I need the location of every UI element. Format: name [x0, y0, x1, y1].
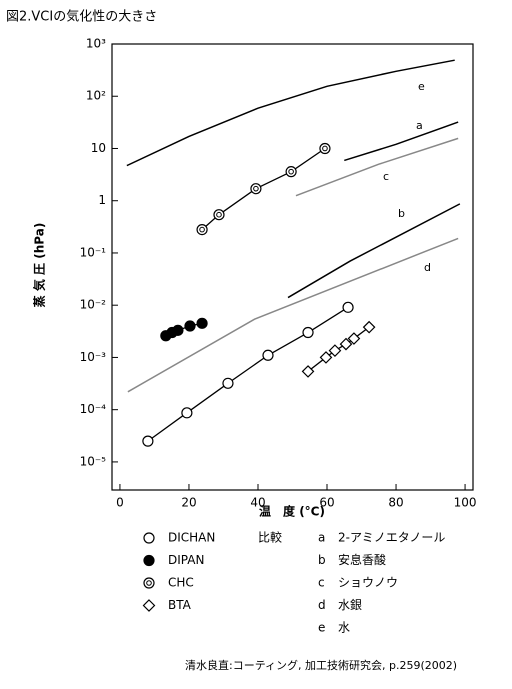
y-tick-label: 10⁻³ [80, 350, 107, 364]
legend-key: b [318, 553, 326, 567]
legend-label: 安息香酸 [338, 552, 386, 567]
data-point [319, 142, 331, 155]
x-tick-label: 80 [388, 496, 403, 510]
y-tick-label: 1 [98, 193, 106, 207]
legend-key: a [318, 531, 325, 545]
data-point [181, 407, 193, 419]
data-point [142, 435, 154, 447]
legend-key: e [318, 621, 325, 635]
y-axis-label: 蒸 気 圧 (hPa) [32, 223, 47, 308]
data-point [362, 320, 376, 334]
data-point [250, 183, 262, 195]
data-point [196, 223, 208, 236]
legend-label: ショウノウ [338, 576, 398, 590]
legend-key: d [318, 598, 326, 612]
data-point [222, 377, 234, 389]
data-point [347, 332, 361, 345]
data-point [342, 301, 354, 313]
data-point [184, 320, 196, 332]
data-point [196, 317, 208, 329]
x-tick-label: 40 [250, 496, 265, 510]
y-tick-label: 10⁻⁴ [80, 402, 107, 416]
series-line [147, 306, 349, 442]
series-line [126, 59, 455, 167]
series-line [295, 137, 459, 197]
data-point [339, 337, 353, 351]
legend-marker [143, 577, 155, 589]
legend-label: CHC [168, 576, 194, 590]
data-point-inner [253, 185, 259, 192]
y-tick-label: 10 [91, 141, 106, 155]
y-tick-label: 10³ [86, 37, 106, 51]
data-point [328, 344, 342, 357]
source-note: 清水良直:コーティング, 加工技術研究会, p.259(2002) [185, 658, 457, 672]
data-point-inner [199, 226, 205, 233]
legend-marker-inner [146, 580, 152, 586]
legend-label: DIPAN [168, 553, 204, 567]
x-tick-label: 20 [181, 496, 196, 510]
data-point [262, 349, 274, 361]
data-point [213, 209, 225, 221]
legend-label: 水 [338, 621, 350, 635]
legend-marker [143, 554, 155, 567]
curve-label: e [418, 80, 425, 93]
legend-marker [142, 599, 156, 612]
curve-label: b [398, 207, 405, 220]
y-tick-label: 10⁻⁵ [80, 454, 107, 468]
y-tick-label: 10⁻¹ [80, 245, 107, 259]
data-point [172, 324, 184, 336]
legend-marker [143, 532, 155, 544]
x-tick-label: 0 [116, 496, 124, 510]
data-point [301, 365, 315, 378]
curve-label: a [416, 119, 423, 132]
x-tick-label: 100 [454, 496, 477, 510]
legend-label: DICHAN [168, 531, 215, 545]
data-point [285, 166, 297, 178]
y-tick-label: 10⁻² [80, 298, 107, 312]
legend-label: BTA [168, 598, 192, 612]
x-tick-label: 60 [319, 496, 334, 510]
y-tick-label: 10² [86, 89, 106, 103]
curve-label: d [424, 261, 431, 274]
data-point [319, 351, 333, 364]
legend-label: 2-アミノエタノール [338, 531, 445, 545]
data-point-inner [216, 211, 222, 218]
series-line [287, 203, 461, 299]
series-line [127, 237, 459, 393]
data-point-inner [322, 145, 328, 152]
plot-frame [111, 43, 474, 491]
x-axis-label: 温 度 (°C) [259, 504, 325, 519]
curve-label: c [383, 170, 389, 183]
legend-key: c [318, 576, 325, 590]
data-point [302, 326, 314, 339]
data-point-inner [288, 168, 294, 175]
comparison-title: 比較 [258, 530, 282, 545]
series-line [344, 121, 459, 162]
chart-title: 図2.VCIの気化性の大きさ [6, 9, 157, 25]
legend-label: 水銀 [338, 598, 362, 612]
